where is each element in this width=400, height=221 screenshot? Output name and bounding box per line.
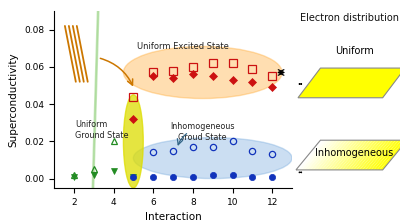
Polygon shape	[351, 140, 378, 170]
Y-axis label: Superconductivity: Superconductivity	[8, 52, 18, 147]
Polygon shape	[322, 140, 349, 170]
Polygon shape	[336, 140, 364, 170]
X-axis label: Interaction: Interaction	[145, 212, 201, 221]
Polygon shape	[308, 140, 335, 170]
Polygon shape	[325, 140, 352, 170]
Polygon shape	[374, 140, 400, 170]
Polygon shape	[298, 68, 400, 98]
Polygon shape	[305, 140, 332, 170]
Polygon shape	[345, 140, 372, 170]
Polygon shape	[360, 140, 387, 170]
Polygon shape	[377, 140, 400, 170]
Text: Inhomogeneous
Groud State: Inhomogeneous Groud State	[170, 122, 235, 142]
Polygon shape	[313, 140, 341, 170]
Polygon shape	[365, 140, 393, 170]
Text: Uniform
Ground State: Uniform Ground State	[75, 120, 128, 140]
Polygon shape	[334, 140, 361, 170]
Polygon shape	[362, 140, 390, 170]
Polygon shape	[357, 140, 384, 170]
Polygon shape	[354, 140, 381, 170]
Ellipse shape	[64, 0, 124, 221]
Text: Uniform Excited State: Uniform Excited State	[137, 42, 229, 51]
Text: Uniform: Uniform	[335, 46, 374, 56]
Polygon shape	[316, 140, 344, 170]
Ellipse shape	[133, 138, 292, 179]
Ellipse shape	[124, 46, 282, 99]
Polygon shape	[296, 140, 323, 170]
Polygon shape	[299, 140, 326, 170]
Polygon shape	[310, 140, 338, 170]
Text: Inhomogeneous: Inhomogeneous	[315, 148, 393, 158]
Polygon shape	[331, 140, 358, 170]
Polygon shape	[328, 140, 355, 170]
Polygon shape	[342, 140, 370, 170]
Polygon shape	[368, 140, 396, 170]
Polygon shape	[348, 140, 375, 170]
Polygon shape	[319, 140, 346, 170]
Text: Electron distribution: Electron distribution	[300, 13, 398, 23]
Polygon shape	[380, 140, 400, 170]
Polygon shape	[339, 140, 367, 170]
Polygon shape	[371, 140, 398, 170]
Ellipse shape	[124, 95, 143, 188]
Polygon shape	[302, 140, 329, 170]
